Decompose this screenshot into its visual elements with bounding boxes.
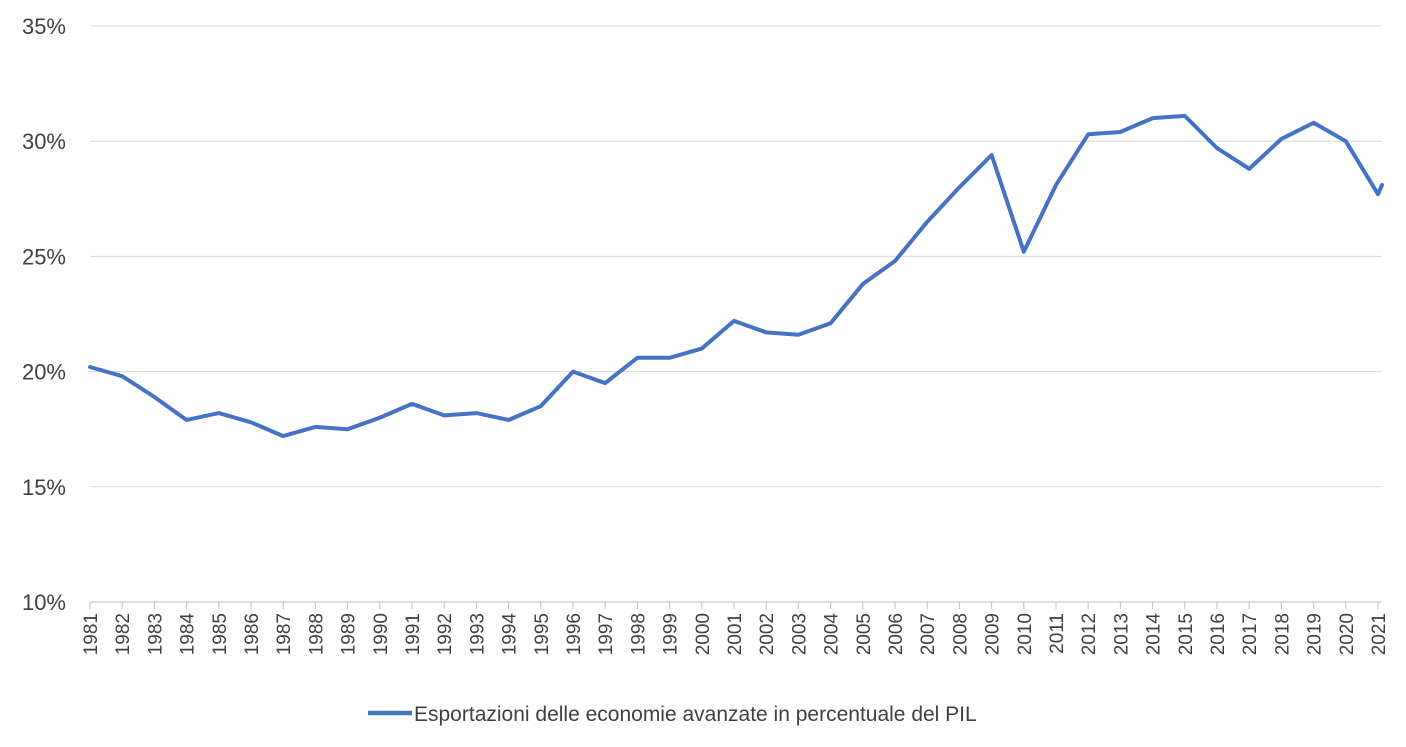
x-tick-label: 2016 bbox=[1208, 613, 1229, 655]
x-tick-label: 2015 bbox=[1176, 613, 1197, 655]
x-tick-label: 1984 bbox=[178, 613, 199, 656]
x-tick-label: 2021 bbox=[1369, 613, 1390, 655]
x-tick-label: 1992 bbox=[435, 613, 456, 655]
x-tick-label: 1983 bbox=[145, 613, 166, 655]
x-tick-label: 1993 bbox=[467, 613, 488, 655]
x-tick-label: 2014 bbox=[1144, 613, 1165, 656]
series-layer bbox=[88, 113, 1384, 439]
x-tick-label: 1995 bbox=[532, 613, 553, 655]
legend: Esportazioni delle economie avanzate in … bbox=[368, 703, 977, 726]
x-tick-label: 2017 bbox=[1240, 613, 1261, 655]
x-tick-label: 1999 bbox=[661, 613, 682, 655]
y-tick-label: 15% bbox=[22, 475, 66, 500]
x-tick-label: 2009 bbox=[983, 613, 1004, 655]
x-tick-label: 1990 bbox=[371, 613, 392, 655]
x-tick-label: 2006 bbox=[886, 613, 907, 655]
y-axis: 10% 15% 20% 25% 30% 35% bbox=[22, 14, 66, 615]
x-tick-label: 2012 bbox=[1079, 613, 1100, 655]
x-tick-label: 1981 bbox=[81, 613, 102, 655]
x-tick-label: 2004 bbox=[822, 613, 843, 656]
x-tick-label: 2019 bbox=[1305, 613, 1326, 655]
y-tick-label: 30% bbox=[22, 129, 66, 154]
x-tick-label: 2000 bbox=[693, 613, 714, 655]
x-tick-label: 2008 bbox=[950, 613, 971, 655]
x-tick-label: 1982 bbox=[113, 613, 134, 655]
x-tick-label: 1988 bbox=[306, 613, 327, 655]
x-tick-label: 2013 bbox=[1111, 613, 1132, 655]
y-tick-label: 25% bbox=[22, 244, 66, 269]
y-tick-label: 10% bbox=[22, 590, 66, 615]
x-tick-label: 1987 bbox=[274, 613, 295, 655]
x-tick-label: 1994 bbox=[500, 613, 521, 656]
x-tick-label: 2020 bbox=[1337, 613, 1358, 655]
y-tick-label: 20% bbox=[22, 360, 66, 385]
x-tick-label: 1998 bbox=[628, 613, 649, 655]
x-tick-label: 2001 bbox=[725, 613, 746, 655]
x-tick-label: 1985 bbox=[210, 613, 231, 655]
gridlines bbox=[90, 25, 1382, 488]
x-tick-label: 2003 bbox=[789, 613, 810, 655]
y-tick-label: 35% bbox=[22, 14, 66, 39]
x-tick-label: 2010 bbox=[1015, 613, 1036, 655]
x-tick-label: 1989 bbox=[339, 613, 360, 655]
x-tick-label: 1996 bbox=[564, 613, 585, 655]
x-tick-label: 1997 bbox=[596, 613, 617, 655]
x-tick-label: 2007 bbox=[918, 613, 939, 655]
series-line bbox=[88, 113, 1384, 439]
x-tick-label: 2005 bbox=[854, 613, 875, 655]
legend-label: Esportazioni delle economie avanzate in … bbox=[414, 703, 977, 726]
x-tick-label: 1986 bbox=[242, 613, 263, 655]
x-tick-label: 1991 bbox=[403, 613, 424, 655]
x-tick-label: 2018 bbox=[1272, 613, 1293, 655]
x-tick-label: 2002 bbox=[757, 613, 778, 655]
x-tick-label: 2011 bbox=[1047, 613, 1068, 654]
x-axis: 1981 1982 1983 1984 1985 1986 1987 1988 1989 1990… bbox=[81, 601, 1390, 656]
